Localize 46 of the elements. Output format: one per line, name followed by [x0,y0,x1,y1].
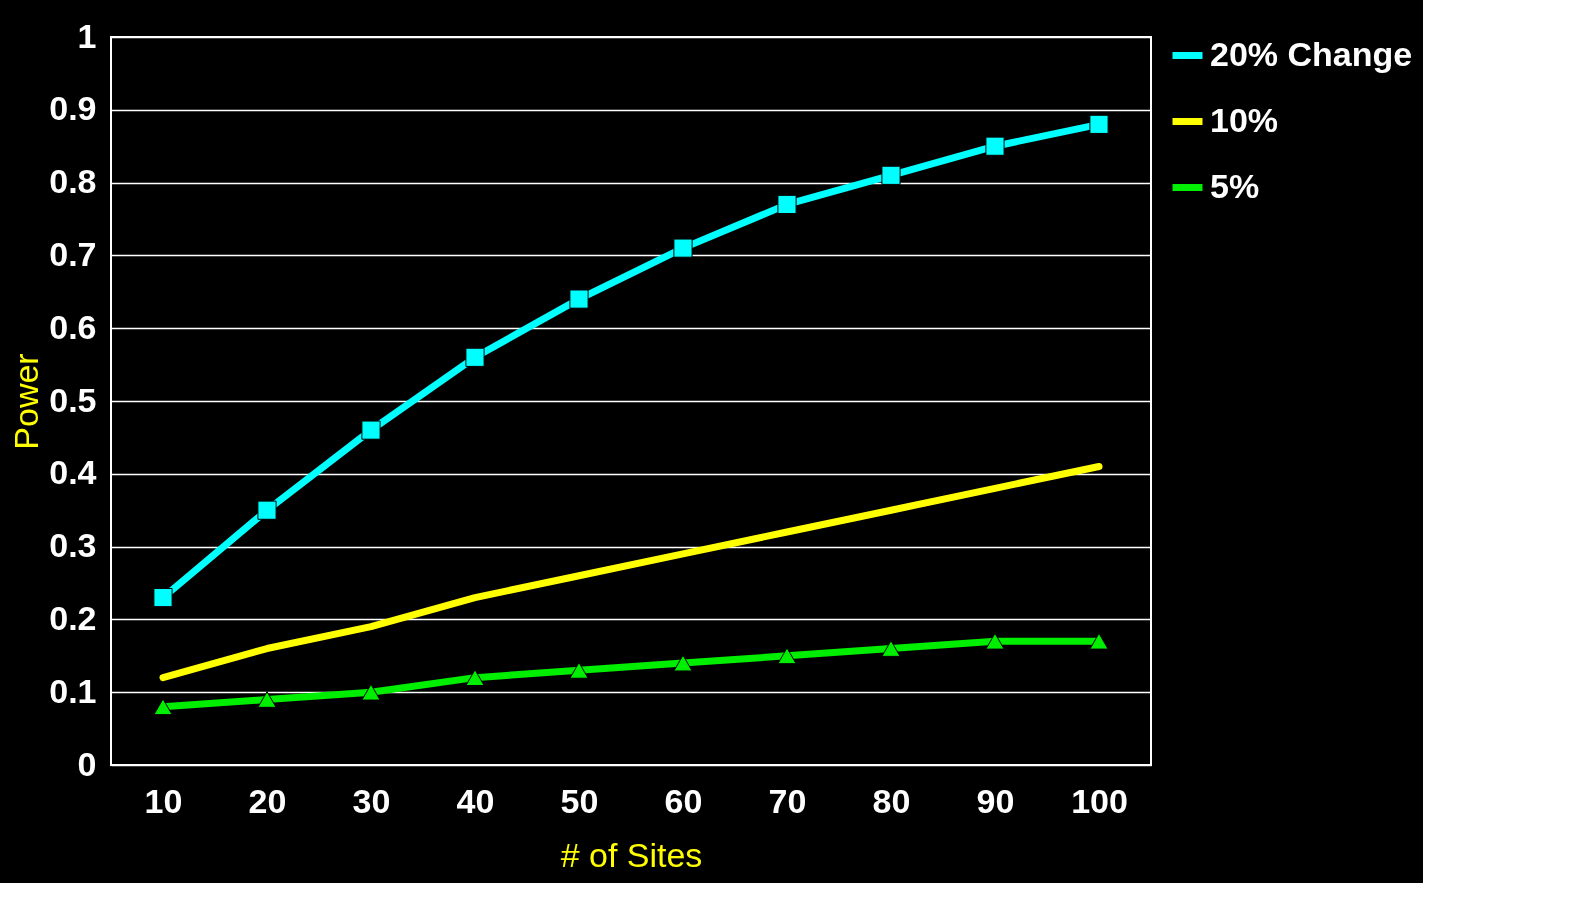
point [1089,632,1109,650]
x-tick-label: 70 [768,781,807,820]
y-tick-label: 0.1 [49,671,97,710]
point [985,632,1005,650]
legend-label: 5% [1210,166,1260,205]
point [673,654,693,672]
y-tick-label: 0 [77,744,97,783]
x-tick-label: 100 [1071,781,1128,820]
point [673,238,693,258]
legend-label: 20% Change [1210,34,1413,73]
x-tick-label: 90 [976,781,1015,820]
point [1089,114,1109,134]
x-tick-label: 50 [560,781,599,820]
point [361,683,381,701]
y-tick-label: 0.6 [49,307,97,346]
x-tick-label: 60 [664,781,703,820]
point [569,661,589,679]
point [153,698,173,716]
point [777,647,797,665]
y-tick-label: 0.8 [49,162,97,201]
x-tick-label: 10 [144,781,183,820]
point [361,420,381,440]
x-tick-label: 80 [872,781,911,820]
y-tick-label: 1 [77,16,97,55]
x-tick-label: 30 [352,781,391,820]
y-tick-label: 0.5 [49,380,97,419]
point [465,669,485,687]
point [777,194,797,215]
y-tick-label: 0.9 [49,89,97,128]
legend-label: 10% [1210,100,1279,139]
y-axis-title: Power [7,353,46,450]
x-axis-title: # of Sites [560,835,703,874]
point [881,165,901,185]
x-tick-label: 40 [456,781,495,820]
point [569,289,589,309]
y-tick-label: 0.4 [49,453,97,492]
y-tick-label: 0.7 [49,234,97,273]
point [881,640,901,657]
y-tick-label: 0.3 [49,526,97,565]
point [465,347,485,367]
point [153,587,173,608]
point [985,136,1005,156]
x-tick-label: 20 [248,781,287,820]
point [257,691,277,708]
point [257,500,277,520]
y-tick-label: 0.2 [49,598,97,637]
